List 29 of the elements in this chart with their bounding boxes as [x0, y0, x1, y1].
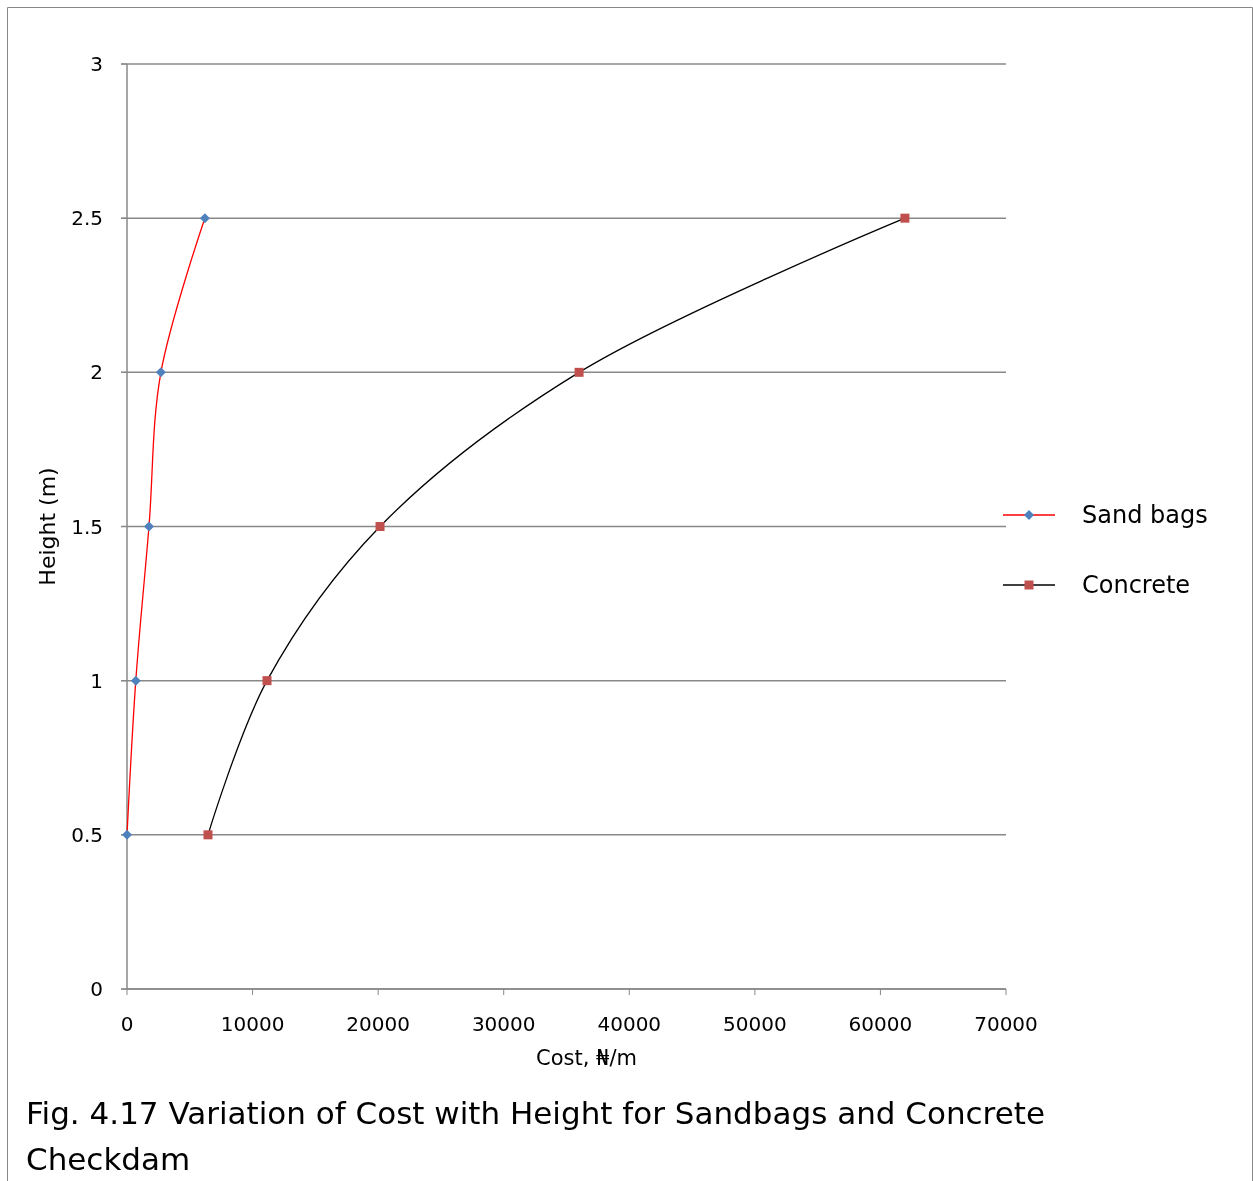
x-tick-label: 60000 — [848, 1012, 913, 1036]
x-tick-label: 40000 — [597, 1012, 662, 1036]
point — [375, 522, 385, 531]
y-tick-label: 2.5 — [71, 206, 103, 231]
point — [155, 367, 166, 378]
point — [203, 830, 213, 840]
x-tick-label: 10000 — [220, 1012, 285, 1036]
y-tick-label: 3 — [90, 52, 103, 76]
x-tick-label: 20000 — [346, 1012, 410, 1036]
text: Fig. 4.17 Variation of Cost with Height for Sandbags and Concrete Checkdam — [26, 1095, 1045, 1177]
y-tick-label: 0.5 — [71, 822, 103, 847]
y-axis-title: Height (m) — [35, 467, 60, 586]
point — [130, 675, 141, 686]
x-tick-label: 30000 — [471, 1012, 536, 1036]
point — [574, 367, 584, 377]
x-tick-label: 0 — [120, 1012, 134, 1036]
y-tick-label: 2 — [90, 360, 103, 385]
y-tick-label: 0 — [90, 977, 103, 1001]
y-tick-label: 1.5 — [71, 514, 103, 539]
y-tick-label: 1 — [90, 668, 103, 693]
point — [143, 521, 154, 532]
point — [262, 676, 272, 686]
legend-label: Concrete — [1082, 571, 1191, 600]
legend-label: Sand bags — [1082, 501, 1208, 530]
x-tick-label: 50000 — [723, 1012, 787, 1036]
point — [900, 213, 910, 223]
x-tick-label: 70000 — [974, 1012, 1038, 1036]
x-axis-title: Cost, ₦/m — [536, 1046, 637, 1070]
point — [199, 213, 210, 224]
